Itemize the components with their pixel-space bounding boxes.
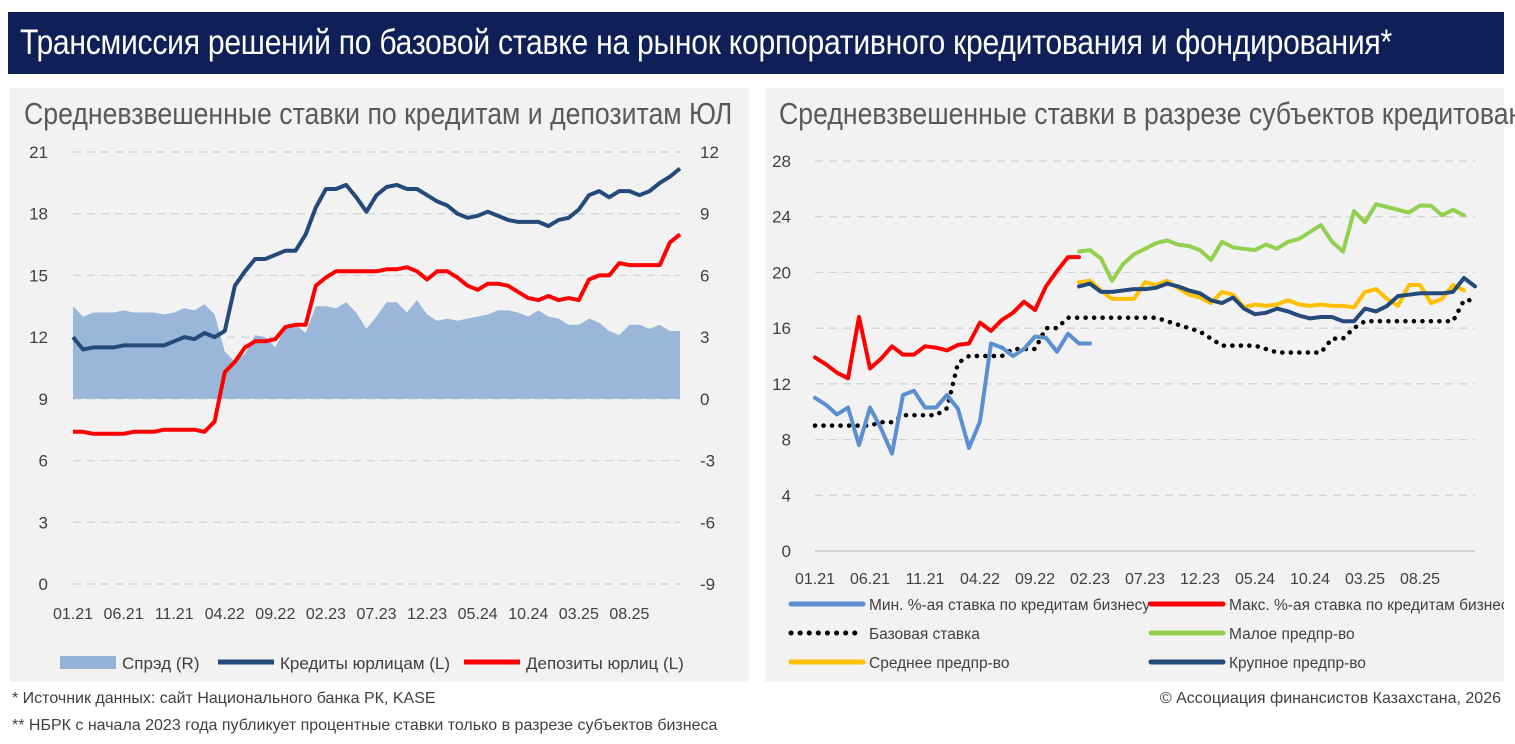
y-tick: 16 (772, 319, 791, 338)
x-tick: 04.22 (205, 606, 245, 623)
page-title: Трансмиссия решений по базовой ставке на… (20, 23, 1392, 62)
x-tick: 02.23 (306, 606, 346, 623)
title-bar: Трансмиссия решений по базовой ставке на… (8, 12, 1504, 74)
series-line-3 (1077, 202, 1466, 283)
y-tick: 24 (772, 208, 791, 227)
x-tick: 09.22 (1015, 571, 1055, 588)
chart-panel-left: Средневзвешенные ставки по кредитам и де… (10, 88, 749, 682)
y-tick-right: -3 (700, 452, 715, 471)
y-tick-right: -9 (700, 575, 715, 594)
y-tick-left: 21 (29, 143, 48, 162)
x-tick: 06.21 (104, 606, 144, 623)
x-tick: 08.25 (609, 606, 649, 623)
y-tick: 28 (772, 152, 791, 171)
x-tick: 06.21 (850, 571, 890, 588)
y-tick-left: 9 (39, 390, 48, 409)
x-tick: 12.23 (407, 606, 447, 623)
footnote-source: * Источник данных: сайт Национального ба… (12, 690, 436, 707)
x-tick: 01.21 (795, 571, 835, 588)
series-line-1 (813, 255, 1081, 381)
x-tick: 10.24 (1290, 571, 1330, 588)
series-line-2 (812, 298, 1478, 428)
x-tick: 02.23 (1070, 571, 1110, 588)
legend-label-loans: Кредиты юрлицам (L) (280, 654, 450, 673)
y-tick-right: -6 (700, 513, 715, 532)
y-tick-right: 6 (700, 266, 709, 285)
y-tick-right: 12 (700, 143, 719, 162)
x-tick: 09.22 (255, 606, 295, 623)
x-tick: 11.21 (155, 606, 194, 623)
x-tick: 01.21 (53, 606, 93, 623)
x-tick: 03.25 (1345, 571, 1385, 588)
chart-right-svg: 0 4 8 12 16 20 24 28 01.21 06.21 11.21 04.22 09.22 02… (772, 152, 1504, 672)
series-line-loans (71, 166, 682, 352)
chart-title-left: Средневзвешенные ставки по кредитам и де… (24, 96, 733, 131)
y-tick: 20 (772, 263, 791, 282)
y-tick-right: 0 (700, 390, 709, 409)
y-tick: 0 (782, 542, 791, 561)
spread-area (73, 300, 680, 399)
x-tick: 12.23 (1180, 571, 1220, 588)
legend-label-spread: Спрэд (R) (122, 654, 199, 673)
series-line-4 (1077, 278, 1466, 310)
y-tick: 4 (782, 486, 791, 505)
legend-label-deposits: Депозиты юрлиц (L) (526, 654, 684, 673)
x-tick: 05.24 (1235, 571, 1275, 588)
x-tick: 04.22 (960, 571, 1000, 588)
legend-label-3: Малое предпр-во (1229, 626, 1355, 643)
x-tick: 07.23 (1125, 571, 1165, 588)
series-line-deposits (73, 232, 682, 436)
y-tick: 8 (782, 431, 791, 450)
y-tick: 12 (772, 375, 791, 394)
chart-title-right-text: Средневзвешенные ставки в разрезе субъек… (779, 96, 1515, 131)
y-tick-left: 12 (29, 328, 48, 347)
legend-label-0: Мин. %-ая ставка по кредитам бизнесу (869, 597, 1150, 614)
chart-left-svg: 0 3 6 9 12 15 18 21 -9 -6 -3 0 3 6 9 12 01.21 06.21 11.21 0… (29, 143, 719, 673)
y-tick-right: 3 (700, 328, 709, 347)
series-line-5 (1077, 276, 1477, 324)
x-tick: 11.21 (906, 571, 945, 588)
y-tick-left: 0 (39, 575, 48, 594)
x-tick: 07.23 (356, 606, 396, 623)
footnote-note: ** НБРК с начала 2023 года публикует про… (12, 717, 718, 734)
legend-swatch-spread (60, 656, 116, 669)
x-tick: 08.25 (1400, 571, 1440, 588)
x-tick: 10.24 (508, 606, 548, 623)
copyright: © Ассоциация финансистов Казахстана, 202… (1159, 690, 1501, 707)
x-tick: 05.24 (458, 606, 498, 623)
legend-label-4: Среднее предпр-во (869, 655, 1009, 672)
legend-label-5: Крупное предпр-во (1229, 655, 1366, 672)
chart-panel-right: Средневзвешенные ставки в разрезе субъек… (765, 88, 1515, 682)
x-tick: 03.25 (559, 606, 599, 623)
chart-title-right: Средневзвешенные ставки в разрезе субъек… (779, 94, 1515, 134)
y-tick-left: 18 (29, 205, 48, 224)
y-tick-left: 6 (39, 452, 48, 471)
series-line-0 (813, 331, 1092, 456)
legend-label-2: Базовая ставка (869, 626, 980, 643)
y-tick-left: 3 (39, 513, 48, 532)
legend-label-1: Макс. %-ая ставка по кредитам бизнесу (1229, 597, 1504, 614)
y-tick-left: 15 (29, 266, 48, 285)
y-tick-right: 9 (700, 205, 709, 224)
